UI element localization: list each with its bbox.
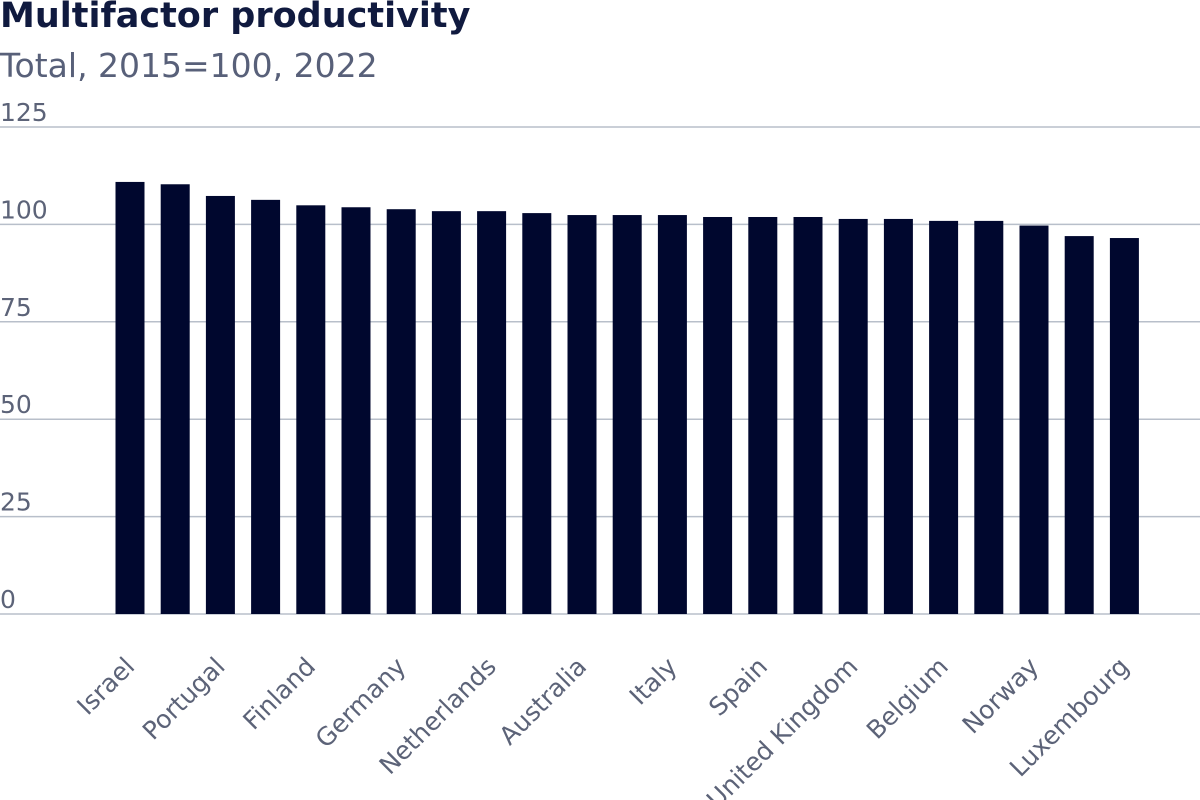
y-tick-label: 125 — [0, 98, 48, 127]
x-tick-label: Norway — [957, 652, 1045, 740]
y-tick-label: 50 — [0, 390, 32, 419]
bar — [703, 216, 733, 614]
bar — [296, 205, 326, 614]
x-tick-label: Belgium — [861, 652, 954, 745]
bar — [1064, 236, 1094, 614]
bar — [386, 209, 416, 614]
bar — [883, 218, 913, 614]
x-tick-label: Portugal — [137, 652, 231, 746]
bar — [251, 199, 281, 614]
bar — [657, 215, 687, 614]
bar — [160, 184, 190, 615]
bar — [974, 220, 1004, 614]
bar — [793, 216, 823, 614]
bar — [205, 195, 235, 614]
bar — [612, 215, 642, 614]
bar — [748, 216, 778, 614]
bar — [341, 207, 371, 614]
x-tick-label: Finland — [237, 652, 321, 736]
bar — [115, 181, 145, 614]
y-tick-label: 100 — [0, 195, 48, 224]
bar — [1109, 238, 1139, 614]
chart-title: Multifactor productivity — [0, 0, 471, 36]
bar — [567, 215, 597, 614]
x-tick-label: United Kingdom — [701, 652, 863, 800]
y-tick-label: 0 — [0, 585, 16, 614]
bar — [431, 211, 461, 614]
bar — [522, 213, 552, 614]
y-axis-ticks: 0 25 50 75 100 125 — [0, 98, 48, 614]
x-tick-label: Spain — [703, 652, 773, 722]
bar — [838, 218, 868, 614]
bar — [1019, 225, 1049, 615]
x-tick-label: Italy — [624, 652, 683, 711]
bar — [477, 211, 507, 614]
y-tick-label: 25 — [0, 488, 32, 517]
x-tick-label: Australia — [494, 652, 593, 751]
bar — [929, 220, 959, 614]
y-tick-label: 75 — [0, 293, 32, 322]
chart-subtitle: Total, 2015=100, 2022 — [0, 46, 378, 85]
x-tick-label: Israel — [71, 652, 140, 721]
bars — [115, 181, 1139, 615]
